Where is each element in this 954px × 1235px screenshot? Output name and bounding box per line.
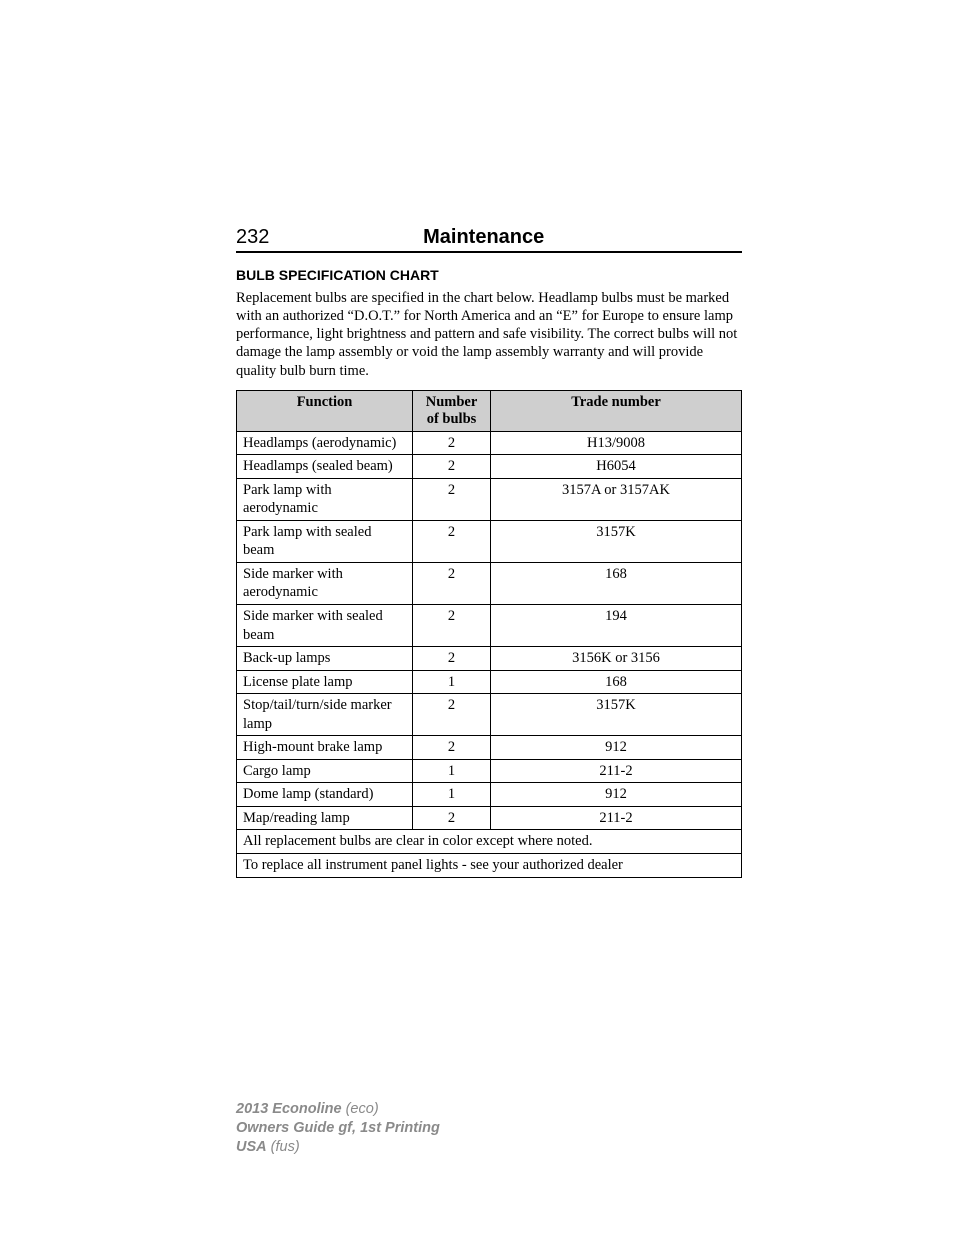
table-row: Headlamps (sealed beam)2H6054 xyxy=(237,455,742,479)
cell-trade: 168 xyxy=(491,670,742,694)
cell-trade: 168 xyxy=(491,562,742,604)
table-header: Function Number of bulbs Trade number xyxy=(237,390,742,431)
cell-function: Back-up lamps xyxy=(237,647,413,671)
cell-function: High-mount brake lamp xyxy=(237,736,413,760)
table-row: Map/reading lamp2211-2 xyxy=(237,806,742,830)
cell-number: 2 xyxy=(413,806,491,830)
cell-number: 2 xyxy=(413,431,491,455)
footer-line-1: 2013 Econoline (eco) xyxy=(236,1100,742,1119)
cell-trade: 3157K xyxy=(491,694,742,736)
table-body: Headlamps (aerodynamic)2H13/9008Headlamp… xyxy=(237,431,742,877)
table-row: Headlamps (aerodynamic)2H13/9008 xyxy=(237,431,742,455)
cell-number: 2 xyxy=(413,605,491,647)
cell-number: 2 xyxy=(413,694,491,736)
footer-model-code: (eco) xyxy=(342,1101,379,1117)
cell-function: Headlamps (sealed beam) xyxy=(237,455,413,479)
page-footer: 2013 Econoline (eco) Owners Guide gf, 1s… xyxy=(236,1100,742,1157)
cell-trade: 3156K or 3156 xyxy=(491,647,742,671)
footer-region: USA xyxy=(236,1139,267,1155)
cell-number: 2 xyxy=(413,647,491,671)
section-title: BULB SPECIFICATION CHART xyxy=(236,267,742,283)
table-row: Cargo lamp1211-2 xyxy=(237,759,742,783)
cell-trade: 3157K xyxy=(491,520,742,562)
cell-number: 1 xyxy=(413,783,491,807)
cell-number: 2 xyxy=(413,455,491,479)
table-note: To replace all instrument panel lights -… xyxy=(237,854,742,878)
table-row: Dome lamp (standard)1912 xyxy=(237,783,742,807)
table-row: Stop/tail/turn/side marker lamp23157K xyxy=(237,694,742,736)
cell-trade: H13/9008 xyxy=(491,431,742,455)
page-content: 232 Maintenance BULB SPECIFICATION CHART… xyxy=(236,226,742,878)
table-row: Side marker with sealed beam2194 xyxy=(237,605,742,647)
table-row: High-mount brake lamp2912 xyxy=(237,736,742,760)
footer-line-3: USA (fus) xyxy=(236,1138,742,1157)
footer-line-2: Owners Guide gf, 1st Printing xyxy=(236,1119,742,1138)
col-function: Function xyxy=(237,390,413,431)
cell-function: Park lamp with sealed beam xyxy=(237,520,413,562)
cell-function: Side marker with sealed beam xyxy=(237,605,413,647)
cell-function: Park lamp with aerodynamic xyxy=(237,478,413,520)
cell-function: License plate lamp xyxy=(237,670,413,694)
cell-trade: 912 xyxy=(491,783,742,807)
chapter-title: Maintenance xyxy=(225,226,742,249)
cell-function: Stop/tail/turn/side marker lamp xyxy=(237,694,413,736)
cell-number: 2 xyxy=(413,520,491,562)
table-row: Park lamp with aerodynamic23157A or 3157… xyxy=(237,478,742,520)
cell-number: 2 xyxy=(413,736,491,760)
cell-number: 2 xyxy=(413,562,491,604)
footer-region-code: (fus) xyxy=(267,1139,300,1155)
col-trade: Trade number xyxy=(491,390,742,431)
table-row: Side marker with aerodynamic2168 xyxy=(237,562,742,604)
cell-number: 1 xyxy=(413,670,491,694)
cell-trade: 3157A or 3157AK xyxy=(491,478,742,520)
table-row: License plate lamp1168 xyxy=(237,670,742,694)
cell-function: Cargo lamp xyxy=(237,759,413,783)
footer-model: 2013 Econoline xyxy=(236,1101,342,1117)
table-note-row: To replace all instrument panel lights -… xyxy=(237,854,742,878)
cell-trade: 211-2 xyxy=(491,806,742,830)
cell-function: Dome lamp (standard) xyxy=(237,783,413,807)
table-note: All replacement bulbs are clear in color… xyxy=(237,830,742,854)
cell-trade: 194 xyxy=(491,605,742,647)
cell-number: 2 xyxy=(413,478,491,520)
table-note-row: All replacement bulbs are clear in color… xyxy=(237,830,742,854)
table-row: Park lamp with sealed beam23157K xyxy=(237,520,742,562)
cell-function: Side marker with aerodynamic xyxy=(237,562,413,604)
table-row: Back-up lamps23156K or 3156 xyxy=(237,647,742,671)
cell-trade: H6054 xyxy=(491,455,742,479)
intro-paragraph: Replacement bulbs are specified in the c… xyxy=(236,289,742,380)
bulb-spec-table: Function Number of bulbs Trade number He… xyxy=(236,390,742,878)
cell-number: 1 xyxy=(413,759,491,783)
cell-trade: 211-2 xyxy=(491,759,742,783)
page-header: 232 Maintenance xyxy=(236,226,742,253)
cell-function: Map/reading lamp xyxy=(237,806,413,830)
cell-function: Headlamps (aerodynamic) xyxy=(237,431,413,455)
cell-trade: 912 xyxy=(491,736,742,760)
col-number: Number of bulbs xyxy=(413,390,491,431)
